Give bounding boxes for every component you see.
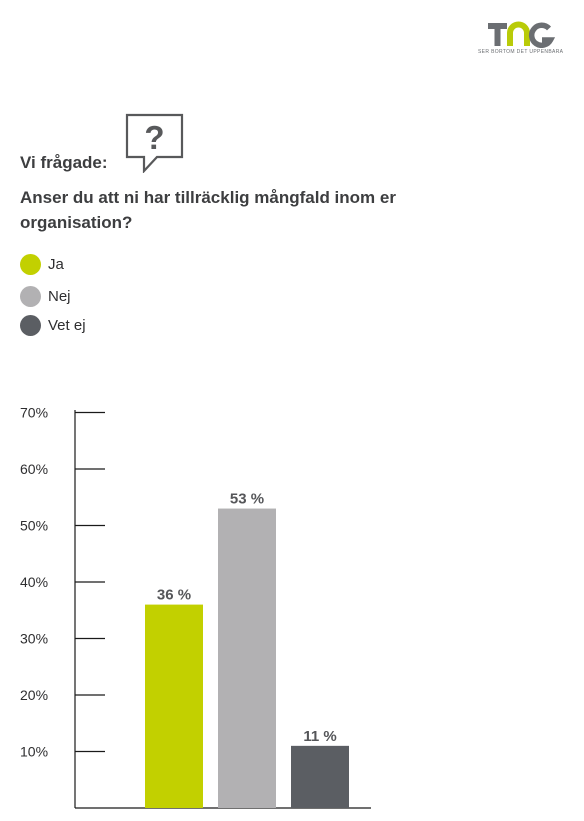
y-tick-label-20: 20% — [20, 687, 48, 703]
y-tick-label-40: 40% — [20, 574, 48, 590]
tng-logo: SER BORTOM DET UPPENBARA — [478, 20, 564, 60]
asked-heading: Vi frågade: — [20, 153, 108, 172]
bar-chart: 10% 20% 30% 40% 50% 60% 70% 36 % 53 % 11 % — [20, 405, 371, 809]
y-tick-label-70: 70% — [20, 405, 48, 421]
bar-vet-ej — [291, 745, 349, 808]
bar-value-label-vet-ej: 11 % — [303, 728, 336, 745]
tng-logo-mark — [488, 21, 556, 48]
legend-label-ja: Ja — [48, 256, 64, 273]
legend-label-nej: Nej — [48, 288, 71, 305]
y-tick-label-60: 60% — [20, 461, 48, 477]
bar-value-label-ja: 36 % — [157, 587, 191, 604]
y-tick-label-10: 10% — [20, 744, 48, 760]
y-tick-label-50: 50% — [20, 518, 48, 534]
speech-bubble-question-icon: ? — [125, 113, 184, 173]
legend-dot-vet-ej — [20, 315, 41, 336]
legend-dot-ja — [20, 254, 41, 275]
question-title: Anser du att ni har tillräcklig mångfald… — [20, 188, 396, 232]
bar-nej — [218, 508, 276, 808]
legend-dot-nej — [20, 286, 41, 307]
tng-logo-tagline: SER BORTOM DET UPPENBARA — [478, 49, 564, 55]
legend-label-vet-ej: Vet ej — [48, 317, 86, 334]
svg-text:?: ? — [144, 119, 164, 156]
y-tick-label-30: 30% — [20, 631, 48, 647]
bar-ja — [145, 604, 203, 808]
bar-value-label-nej: 53 % — [230, 491, 264, 508]
